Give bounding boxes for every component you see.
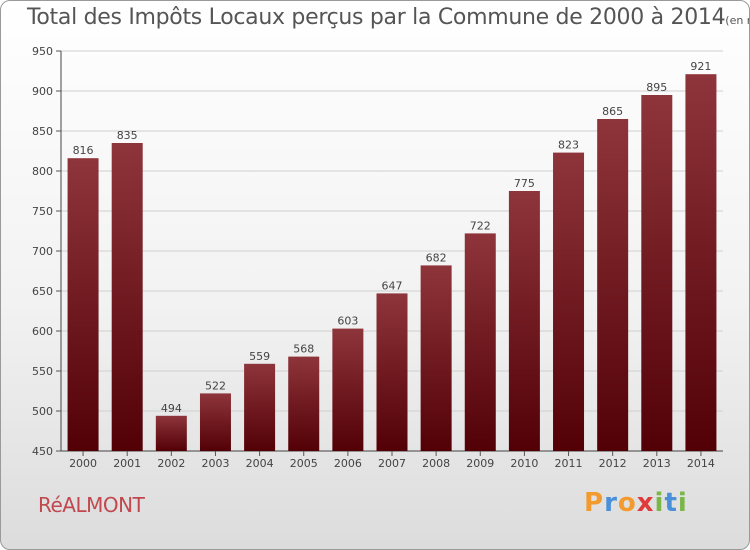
value-label-2006: 603 [337, 315, 358, 328]
x-tick-label-2013: 2013 [643, 457, 671, 470]
x-tick-label-2012: 2012 [599, 457, 627, 470]
logo-letter: x [636, 488, 655, 518]
value-label-2004: 559 [249, 350, 270, 363]
bar-2008 [420, 265, 452, 451]
y-tick-label: 900 [32, 85, 53, 98]
x-tick-label-2007: 2007 [378, 457, 406, 470]
x-tick-label-2009: 2009 [466, 457, 494, 470]
y-axis-ticks: 450 500 550 600 650 700 750 800 850 900 950 [32, 45, 61, 458]
bar-2014 [685, 74, 717, 451]
y-tick-label: 700 [32, 245, 53, 258]
x-tick-label-2000: 2000 [69, 457, 97, 470]
value-label-2000: 816 [73, 144, 94, 157]
bar-2004 [244, 363, 276, 451]
bar-2012 [597, 119, 629, 451]
x-tick-label-2006: 2006 [334, 457, 362, 470]
bars [67, 74, 717, 451]
bar-2005 [288, 356, 320, 451]
chart-title: Total des Impôts Locaux perçus par la Co… [27, 5, 726, 30]
y-tick-label: 500 [32, 405, 53, 418]
bar-2013 [641, 95, 673, 451]
value-labels: 816 835 494 522 559 568 603 647 682 722 775 823 865 8… [73, 60, 712, 415]
y-tick-label: 850 [32, 125, 53, 138]
x-tick-label-2005: 2005 [290, 457, 318, 470]
bar-2007 [376, 293, 408, 451]
logo-letter: r [604, 488, 618, 518]
bar-2009 [464, 233, 496, 451]
value-label-2001: 835 [117, 129, 138, 142]
logo-letter: i [677, 488, 688, 518]
x-tick-label-2002: 2002 [157, 457, 185, 470]
y-tick-label: 600 [32, 325, 53, 338]
y-tick-label: 550 [32, 365, 53, 378]
logo-letter: t [664, 488, 678, 518]
value-label-2005: 568 [293, 343, 314, 356]
unit-label: (en milliers d'€) [725, 14, 749, 27]
value-label-2011: 823 [558, 139, 579, 152]
x-tick-label-2003: 2003 [201, 457, 229, 470]
x-axis-ticks: 2000 2001 2002 2003 2004 2005 2006 2007 2008 2009… [69, 451, 715, 470]
value-label-2012: 865 [602, 105, 623, 118]
bar-2003 [199, 393, 231, 451]
logo-letter: P [584, 488, 605, 518]
x-tick-label-2014: 2014 [687, 457, 715, 470]
chart-title-block: Total des Impôts Locaux perçus par la Co… [27, 5, 749, 30]
value-label-2008: 682 [426, 251, 447, 264]
y-tick-label: 800 [32, 165, 53, 178]
y-tick-label: 450 [32, 445, 53, 458]
commune-name: RéALMONT [38, 493, 145, 517]
x-tick-label-2010: 2010 [510, 457, 538, 470]
value-label-2007: 647 [382, 279, 403, 292]
bar-2001 [111, 143, 143, 451]
x-tick-label-2004: 2004 [246, 457, 274, 470]
bar-2006 [332, 328, 364, 451]
bar-2010 [508, 191, 540, 451]
proxiti-logo: Proxiti [584, 488, 688, 518]
x-tick-label-2008: 2008 [422, 457, 450, 470]
value-label-2013: 895 [646, 81, 667, 94]
bar-2011 [553, 152, 585, 451]
y-tick-label: 750 [32, 205, 53, 218]
y-tick-label: 650 [32, 285, 53, 298]
x-tick-label-2001: 2001 [113, 457, 141, 470]
value-label-2010: 775 [514, 177, 535, 190]
y-tick-label: 950 [32, 45, 53, 58]
logo-letter: i [654, 488, 665, 518]
bar-2000 [67, 158, 99, 451]
bar-2002 [155, 415, 187, 451]
logo-letter: o [617, 488, 637, 518]
x-tick-label-2011: 2011 [555, 457, 583, 470]
value-label-2014: 921 [690, 60, 711, 73]
value-label-2003: 522 [205, 379, 226, 392]
value-label-2009: 722 [470, 219, 491, 232]
value-label-2002: 494 [161, 402, 182, 415]
